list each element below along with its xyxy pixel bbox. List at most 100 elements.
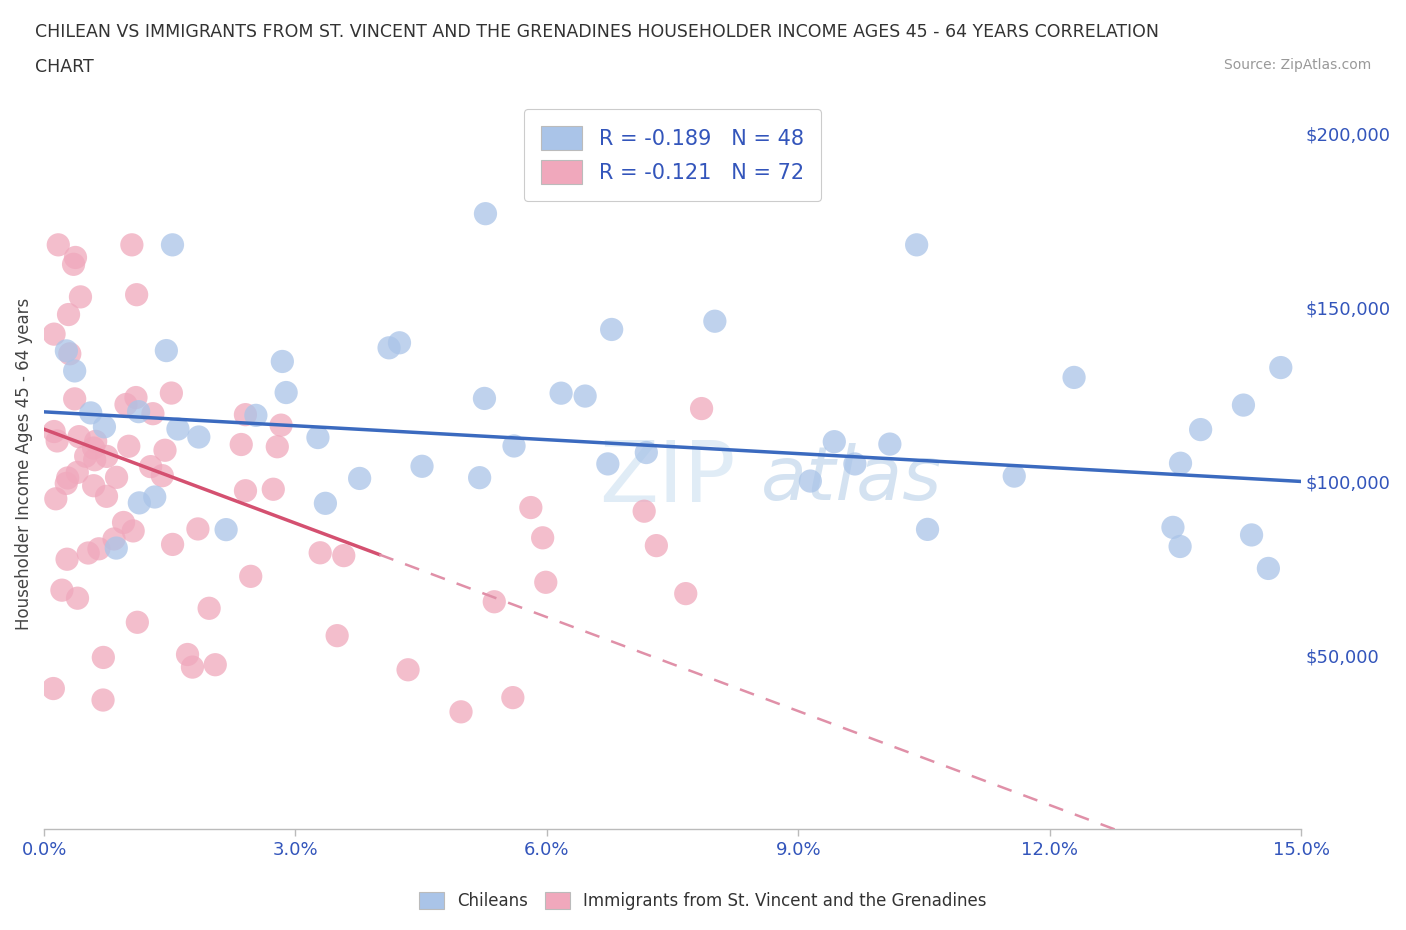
Point: [879, 437, 901, 452]
Point: [600, 322, 623, 337]
Point: [153, 443, 176, 458]
Point: [675, 586, 697, 601]
Point: [118, 439, 141, 454]
Point: [596, 457, 619, 472]
Point: [262, 482, 284, 497]
Point: [167, 421, 190, 436]
Point: [125, 390, 148, 405]
Point: [105, 540, 128, 555]
Point: [823, 434, 845, 449]
Point: [844, 457, 866, 472]
Point: [127, 615, 149, 630]
Point: [93, 419, 115, 434]
Point: [84, 434, 107, 449]
Point: [42, 326, 65, 341]
Point: [59, 346, 82, 361]
Point: [474, 206, 496, 221]
Point: [121, 237, 143, 252]
Legend: R = -0.189   N = 48, R = -0.121   N = 72: R = -0.189 N = 48, R = -0.121 N = 72: [524, 109, 821, 201]
Point: [1240, 527, 1263, 542]
Point: [204, 658, 226, 672]
Point: [46, 237, 69, 252]
Point: [42, 681, 65, 696]
Point: [534, 575, 557, 590]
Point: [574, 389, 596, 404]
Point: [155, 343, 177, 358]
Point: [128, 496, 150, 511]
Point: [388, 336, 411, 351]
Point: [80, 405, 103, 420]
Point: [474, 391, 496, 405]
Point: [271, 354, 294, 369]
Point: [63, 364, 86, 379]
Point: [83, 441, 105, 456]
Point: [1063, 370, 1085, 385]
Point: [484, 594, 506, 609]
Point: [122, 524, 145, 538]
Text: ZIP: ZIP: [599, 437, 735, 520]
Point: [1189, 422, 1212, 437]
Point: [235, 407, 257, 422]
Point: [87, 541, 110, 556]
Point: [1002, 469, 1025, 484]
Point: [45, 491, 67, 506]
Point: [66, 591, 89, 605]
Point: [245, 408, 267, 423]
Point: [309, 545, 332, 560]
Point: [690, 401, 713, 416]
Point: [150, 468, 173, 483]
Point: [162, 237, 184, 252]
Point: [69, 289, 91, 304]
Point: [67, 430, 90, 445]
Point: [143, 489, 166, 504]
Point: [96, 449, 118, 464]
Point: [349, 471, 371, 485]
Point: [633, 504, 655, 519]
Point: [917, 522, 939, 537]
Point: [187, 430, 209, 445]
Point: [115, 397, 138, 412]
Point: [128, 405, 150, 419]
Point: [96, 489, 118, 504]
Point: [231, 437, 253, 452]
Text: Source: ZipAtlas.com: Source: ZipAtlas.com: [1223, 58, 1371, 72]
Point: [1170, 456, 1192, 471]
Point: [62, 257, 84, 272]
Point: [378, 340, 401, 355]
Point: [65, 250, 87, 265]
Point: [56, 471, 79, 485]
Point: [46, 433, 69, 448]
Point: [1168, 539, 1191, 554]
Text: atlas: atlas: [761, 443, 942, 514]
Point: [502, 690, 524, 705]
Point: [396, 662, 419, 677]
Point: [91, 693, 114, 708]
Point: [332, 548, 354, 563]
Point: [112, 515, 135, 530]
Point: [550, 386, 572, 401]
Point: [235, 484, 257, 498]
Point: [187, 522, 209, 537]
Point: [799, 473, 821, 488]
Point: [42, 424, 65, 439]
Point: [91, 650, 114, 665]
Point: [66, 465, 89, 480]
Point: [503, 439, 526, 454]
Point: [905, 237, 928, 252]
Point: [181, 659, 204, 674]
Point: [83, 478, 105, 493]
Point: [139, 459, 162, 474]
Point: [56, 551, 79, 566]
Point: [142, 406, 165, 421]
Point: [51, 583, 73, 598]
Point: [520, 500, 543, 515]
Y-axis label: Householder Income Ages 45 - 64 years: Householder Income Ages 45 - 64 years: [15, 298, 32, 631]
Point: [266, 439, 288, 454]
Point: [105, 470, 128, 485]
Text: CHART: CHART: [35, 58, 94, 75]
Point: [1257, 561, 1279, 576]
Point: [198, 601, 221, 616]
Point: [314, 496, 336, 511]
Point: [270, 418, 292, 432]
Point: [307, 430, 329, 445]
